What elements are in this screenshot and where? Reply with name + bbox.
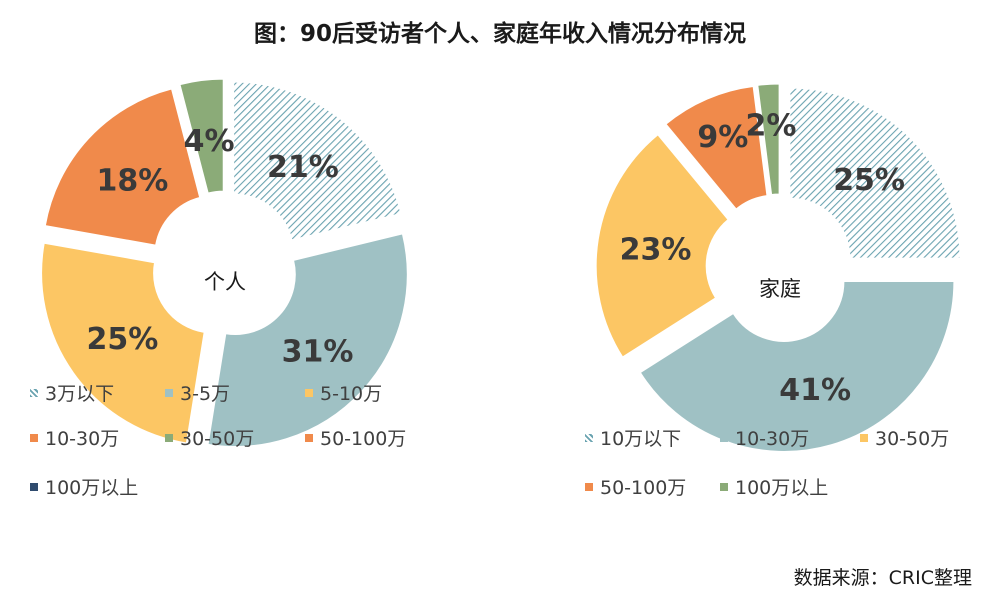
legend-item: 3-5万 xyxy=(165,379,230,406)
legend-item: 50-100万 xyxy=(305,424,406,451)
pie-slice-5-10万 xyxy=(41,242,205,444)
legend-item: 30-50万 xyxy=(860,424,949,451)
legend-item: 100万以上 xyxy=(30,473,138,500)
pie-slice-30-50万 xyxy=(595,134,729,358)
legend-swatch xyxy=(30,482,38,491)
legend-label: 100万以上 xyxy=(45,477,139,499)
legend-item: 100万以上 xyxy=(720,473,828,500)
legend-swatch xyxy=(305,433,313,442)
legend-label: 30-50万 xyxy=(875,428,950,450)
pie-slice-10-30万 xyxy=(639,280,955,452)
center-label: 家庭 xyxy=(759,277,801,301)
data-label: 23% xyxy=(620,232,692,267)
data-label: 25% xyxy=(833,163,905,198)
legend-label: 10-30万 xyxy=(45,428,120,450)
legend-label: 30-50万 xyxy=(180,428,255,450)
pie-slice-3-5万 xyxy=(207,233,408,447)
legend-item: 10万以下 xyxy=(585,424,681,451)
data-label: 25% xyxy=(86,322,158,357)
legend-label: 3-5万 xyxy=(180,383,231,405)
legend-swatch xyxy=(165,433,173,442)
legend-item: 50-100万 xyxy=(585,473,686,500)
legend-label: 50-100万 xyxy=(320,428,407,450)
chart-title: 图：90后受访者个人、家庭年收入情况分布情况 xyxy=(253,21,746,47)
data-source-note: 数据来源：CRIC整理 xyxy=(793,567,972,589)
data-label: 21% xyxy=(267,150,339,185)
legend-swatch xyxy=(860,433,868,442)
legend-swatch xyxy=(30,433,38,442)
pie-slice-10-30万 xyxy=(44,88,201,246)
legend-label: 10-30万 xyxy=(735,428,810,450)
legend-item: 30-50万 xyxy=(165,424,254,451)
pie-slice-10万以下 xyxy=(789,87,961,259)
legend-label: 5-10万 xyxy=(320,383,383,405)
legend-label: 100万以上 xyxy=(735,477,829,499)
legend-item: 10-30万 xyxy=(30,424,119,451)
data-label: 2% xyxy=(745,108,796,143)
pie-slice-50-100万 xyxy=(665,85,768,210)
data-label: 41% xyxy=(779,373,851,408)
data-label: 4% xyxy=(184,124,235,159)
legend-swatch xyxy=(720,433,728,442)
data-label: 18% xyxy=(97,164,169,199)
personal-income-pie: 21% 31% 25% 18% 4% 个人 xyxy=(41,78,408,447)
center-label: 个人 xyxy=(204,270,246,294)
legend-label: 3万以下 xyxy=(45,383,115,405)
pie-slice-30-50万 xyxy=(179,78,224,194)
legend-item: 5-10万 xyxy=(305,379,382,406)
legend-item: 10-30万 xyxy=(720,424,809,451)
legend-swatch xyxy=(165,388,173,397)
legend-item: 3万以下 xyxy=(30,379,114,406)
legend-label: 50-100万 xyxy=(600,477,687,499)
data-label: 9% xyxy=(697,120,748,155)
data-label: 31% xyxy=(282,334,354,369)
legend-swatch xyxy=(585,433,593,442)
legend-label: 10万以下 xyxy=(600,428,682,450)
legend-swatch xyxy=(305,388,313,397)
pie-slice-100万以上 xyxy=(757,83,780,196)
family-income-pie: 25% 41% 23% 9%2% 家庭 xyxy=(595,83,961,452)
legend-swatch xyxy=(720,482,728,491)
legend-swatch xyxy=(30,388,38,397)
legend-swatch xyxy=(585,482,593,491)
pie-slice-3万以下 xyxy=(233,81,402,241)
